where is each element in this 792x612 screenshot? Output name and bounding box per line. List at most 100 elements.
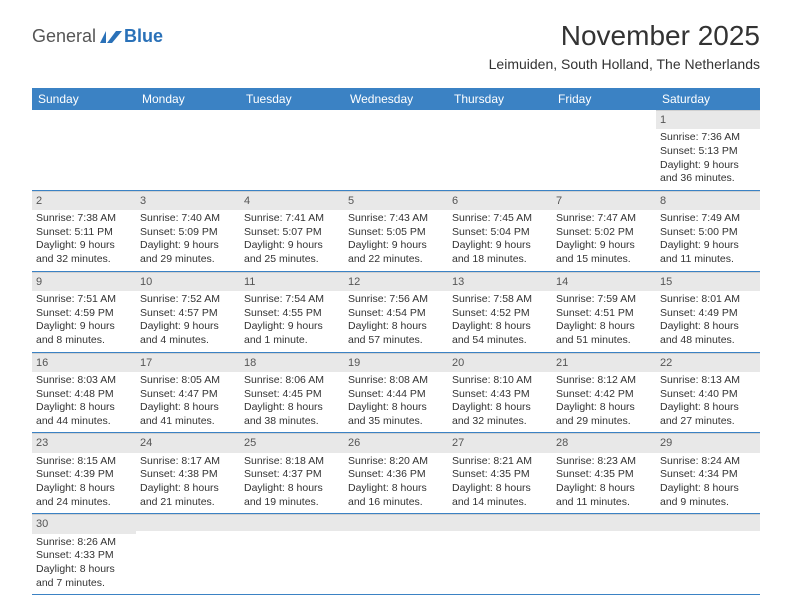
weekday-header: Tuesday: [240, 88, 344, 110]
day-number: 10: [136, 272, 240, 291]
sunset-line: Sunset: 4:35 PM: [556, 468, 652, 482]
daylight-line-2: and 48 minutes.: [660, 334, 756, 348]
day-content: Sunrise: 7:40 AMSunset: 5:09 PMDaylight:…: [136, 210, 240, 271]
week-row: 1Sunrise: 7:36 AMSunset: 5:13 PMDaylight…: [32, 110, 760, 191]
sunrise-line: Sunrise: 7:54 AM: [244, 293, 340, 307]
day-content: Sunrise: 7:38 AMSunset: 5:11 PMDaylight:…: [32, 210, 136, 271]
sunset-line: Sunset: 4:59 PM: [36, 307, 132, 321]
day-number-bar: [448, 110, 552, 127]
sunrise-line: Sunrise: 8:26 AM: [36, 536, 132, 550]
sunset-line: Sunset: 5:13 PM: [660, 145, 756, 159]
daylight-line-1: Daylight: 8 hours: [244, 401, 340, 415]
sunrise-line: Sunrise: 7:51 AM: [36, 293, 132, 307]
day-content: [552, 127, 656, 171]
day-content: Sunrise: 8:21 AMSunset: 4:35 PMDaylight:…: [448, 453, 552, 514]
day-cell: 3Sunrise: 7:40 AMSunset: 5:09 PMDaylight…: [136, 191, 240, 271]
day-cell: 24Sunrise: 8:17 AMSunset: 4:38 PMDayligh…: [136, 433, 240, 513]
daylight-line-2: and 4 minutes.: [140, 334, 236, 348]
daylight-line-1: Daylight: 8 hours: [36, 482, 132, 496]
weekday-header-row: Sunday Monday Tuesday Wednesday Thursday…: [32, 88, 760, 110]
title-block: November 2025 Leimuiden, South Holland, …: [489, 20, 760, 72]
daylight-line-1: Daylight: 8 hours: [660, 401, 756, 415]
daylight-line-1: Daylight: 8 hours: [556, 482, 652, 496]
day-content: Sunrise: 8:15 AMSunset: 4:39 PMDaylight:…: [32, 453, 136, 514]
day-content: Sunrise: 8:08 AMSunset: 4:44 PMDaylight:…: [344, 372, 448, 433]
day-cell: [552, 110, 656, 190]
daylight-line-2: and 29 minutes.: [140, 253, 236, 267]
sunrise-line: Sunrise: 8:15 AM: [36, 455, 132, 469]
sunset-line: Sunset: 5:09 PM: [140, 226, 236, 240]
day-content: Sunrise: 7:58 AMSunset: 4:52 PMDaylight:…: [448, 291, 552, 352]
day-number: 18: [240, 353, 344, 372]
daylight-line-1: Daylight: 8 hours: [36, 563, 132, 577]
sunrise-line: Sunrise: 8:03 AM: [36, 374, 132, 388]
sunrise-line: Sunrise: 7:38 AM: [36, 212, 132, 226]
day-cell: 13Sunrise: 7:58 AMSunset: 4:52 PMDayligh…: [448, 272, 552, 352]
day-content: Sunrise: 7:41 AMSunset: 5:07 PMDaylight:…: [240, 210, 344, 271]
day-content: Sunrise: 7:56 AMSunset: 4:54 PMDaylight:…: [344, 291, 448, 352]
daylight-line-1: Daylight: 9 hours: [36, 320, 132, 334]
daylight-line-2: and 25 minutes.: [244, 253, 340, 267]
day-cell: 1Sunrise: 7:36 AMSunset: 5:13 PMDaylight…: [656, 110, 760, 190]
day-number: 23: [32, 433, 136, 452]
sunrise-line: Sunrise: 8:08 AM: [348, 374, 444, 388]
day-number: 15: [656, 272, 760, 291]
day-content: Sunrise: 8:06 AMSunset: 4:45 PMDaylight:…: [240, 372, 344, 433]
day-number: 14: [552, 272, 656, 291]
sunrise-line: Sunrise: 8:05 AM: [140, 374, 236, 388]
day-number: 13: [448, 272, 552, 291]
sunset-line: Sunset: 4:36 PM: [348, 468, 444, 482]
day-number: 7: [552, 191, 656, 210]
daylight-line-1: Daylight: 9 hours: [36, 239, 132, 253]
daylight-line-2: and 38 minutes.: [244, 415, 340, 429]
day-cell: 17Sunrise: 8:05 AMSunset: 4:47 PMDayligh…: [136, 353, 240, 433]
day-content: [552, 531, 656, 575]
day-cell: 10Sunrise: 7:52 AMSunset: 4:57 PMDayligh…: [136, 272, 240, 352]
day-content: Sunrise: 8:05 AMSunset: 4:47 PMDaylight:…: [136, 372, 240, 433]
day-number: 8: [656, 191, 760, 210]
day-number: 28: [552, 433, 656, 452]
sunrise-line: Sunrise: 7:52 AM: [140, 293, 236, 307]
day-cell: 22Sunrise: 8:13 AMSunset: 4:40 PMDayligh…: [656, 353, 760, 433]
day-number: 12: [344, 272, 448, 291]
sunrise-line: Sunrise: 7:49 AM: [660, 212, 756, 226]
sunset-line: Sunset: 4:37 PM: [244, 468, 340, 482]
day-cell: [136, 514, 240, 594]
sunset-line: Sunset: 5:00 PM: [660, 226, 756, 240]
day-cell: [448, 514, 552, 594]
day-content: Sunrise: 7:54 AMSunset: 4:55 PMDaylight:…: [240, 291, 344, 352]
sunset-line: Sunset: 4:43 PM: [452, 388, 548, 402]
sunrise-line: Sunrise: 8:10 AM: [452, 374, 548, 388]
day-cell: 12Sunrise: 7:56 AMSunset: 4:54 PMDayligh…: [344, 272, 448, 352]
sunrise-line: Sunrise: 7:40 AM: [140, 212, 236, 226]
sunrise-line: Sunrise: 8:20 AM: [348, 455, 444, 469]
day-cell: [656, 514, 760, 594]
logo-text-general: General: [32, 26, 96, 47]
sunset-line: Sunset: 4:47 PM: [140, 388, 236, 402]
day-content: [448, 127, 552, 171]
sunrise-line: Sunrise: 8:13 AM: [660, 374, 756, 388]
weeks-container: 1Sunrise: 7:36 AMSunset: 5:13 PMDaylight…: [32, 110, 760, 595]
day-cell: 23Sunrise: 8:15 AMSunset: 4:39 PMDayligh…: [32, 433, 136, 513]
day-content: Sunrise: 7:51 AMSunset: 4:59 PMDaylight:…: [32, 291, 136, 352]
day-number: 29: [656, 433, 760, 452]
daylight-line-1: Daylight: 8 hours: [660, 482, 756, 496]
sunrise-line: Sunrise: 8:23 AM: [556, 455, 652, 469]
daylight-line-1: Daylight: 8 hours: [36, 401, 132, 415]
daylight-line-2: and 14 minutes.: [452, 496, 548, 510]
day-number-bar: [344, 514, 448, 531]
day-cell: 18Sunrise: 8:06 AMSunset: 4:45 PMDayligh…: [240, 353, 344, 433]
day-number-bar: [448, 514, 552, 531]
weekday-header: Wednesday: [344, 88, 448, 110]
day-cell: 4Sunrise: 7:41 AMSunset: 5:07 PMDaylight…: [240, 191, 344, 271]
day-cell: 15Sunrise: 8:01 AMSunset: 4:49 PMDayligh…: [656, 272, 760, 352]
sunrise-line: Sunrise: 7:59 AM: [556, 293, 652, 307]
week-row: 23Sunrise: 8:15 AMSunset: 4:39 PMDayligh…: [32, 433, 760, 514]
day-cell: 14Sunrise: 7:59 AMSunset: 4:51 PMDayligh…: [552, 272, 656, 352]
weekday-header: Monday: [136, 88, 240, 110]
day-content: [448, 531, 552, 575]
day-number-bar: [344, 110, 448, 127]
sunrise-line: Sunrise: 7:36 AM: [660, 131, 756, 145]
sunset-line: Sunset: 4:33 PM: [36, 549, 132, 563]
day-content: [656, 531, 760, 575]
